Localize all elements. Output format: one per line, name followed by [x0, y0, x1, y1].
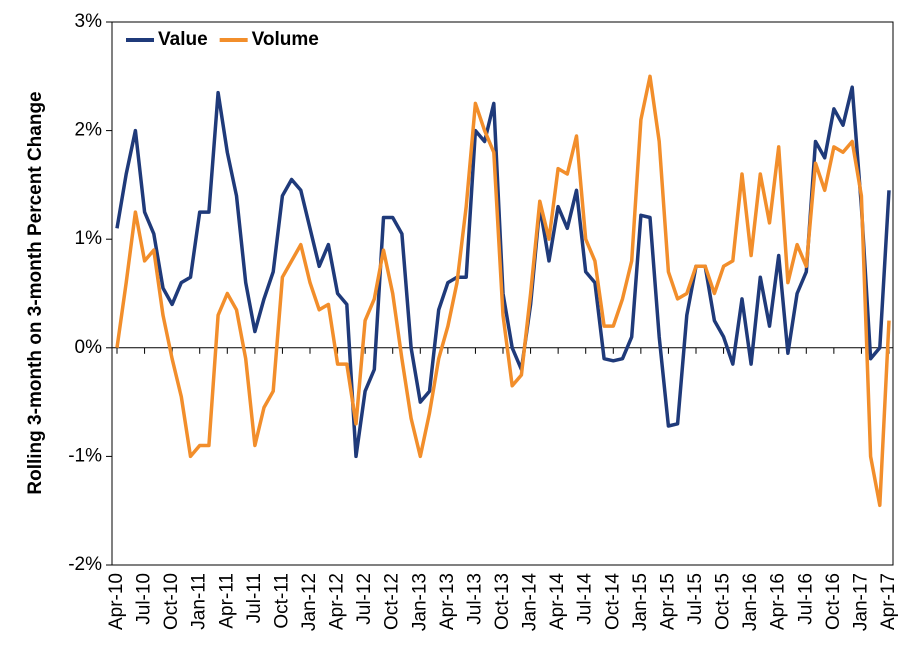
y-tick-label: 1% [75, 228, 103, 249]
x-tick-label: Jan-13 [409, 573, 430, 631]
x-tick-label: Jan-14 [520, 573, 541, 632]
x-tick-label: Jul-11 [244, 573, 265, 623]
y-tick-label: -2% [68, 554, 102, 575]
x-tick-label: Oct-15 [713, 573, 734, 630]
x-tick-label: Apr-13 [437, 573, 458, 630]
x-tick-label: Apr-16 [768, 573, 789, 630]
x-tick-label: Jul-14 [575, 573, 596, 625]
x-tick-label: Jan-12 [299, 573, 320, 631]
x-tick-label: Jan-15 [630, 573, 651, 631]
x-tick-label: Jan-11 [189, 573, 210, 630]
x-tick-label: Jul-10 [134, 573, 155, 625]
y-tick-label: 2% [75, 120, 103, 141]
x-tick-label: Jan-16 [740, 573, 761, 631]
x-tick-label: Apr-15 [657, 573, 678, 630]
x-tick-label: Apr-12 [327, 573, 348, 630]
x-tick-label: Oct-13 [492, 573, 513, 630]
x-tick-label: Jul-16 [795, 573, 816, 625]
x-tick-label: Jan-17 [850, 573, 871, 631]
x-tick-label: Jul-15 [685, 573, 706, 625]
plot-frame [111, 21, 894, 566]
x-tick-label: Apr-17 [878, 573, 899, 630]
x-tick-label: Apr-11 [216, 573, 237, 629]
legend-label: Value [158, 29, 208, 50]
x-tick-label: Apr-10 [106, 573, 127, 630]
x-tick-label: Jul-13 [464, 573, 485, 625]
x-tick-label: Oct-11 [271, 573, 292, 629]
x-tick-label: Oct-12 [382, 573, 403, 630]
x-tick-label: Apr-14 [547, 573, 568, 630]
x-tick-label: Jul-12 [354, 573, 375, 625]
x-tick-label: Oct-16 [823, 573, 844, 630]
y-tick-label: -1% [68, 445, 102, 466]
y-axis-label: Rolling 3-month on 3-month Percent Chang… [25, 91, 46, 494]
legend-label: Volume [252, 29, 319, 50]
series-line [115, 85, 891, 459]
y-tick-label: 0% [75, 337, 103, 358]
x-tick-label: Oct-10 [161, 573, 182, 630]
y-tick-label: 3% [75, 11, 103, 32]
series-line [115, 74, 891, 508]
x-tick-label: Oct-14 [602, 573, 623, 630]
